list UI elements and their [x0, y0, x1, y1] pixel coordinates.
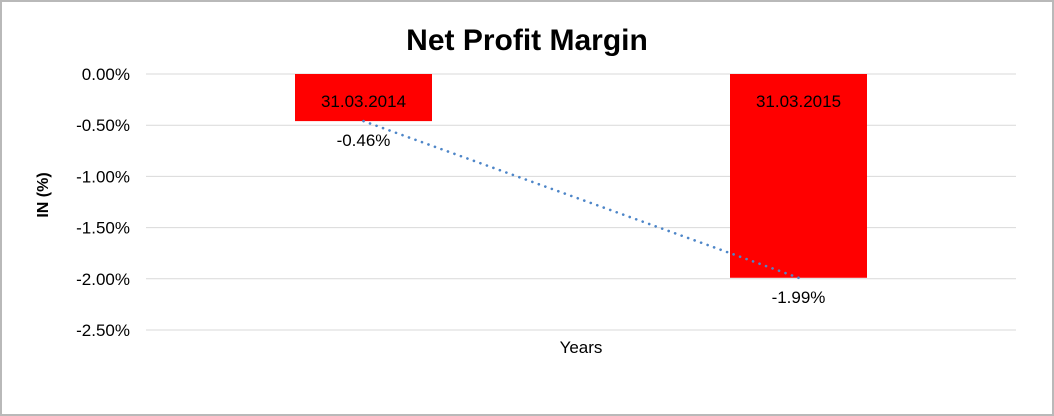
trendline	[362, 119, 800, 280]
y-tick-label: -2.50%	[76, 321, 130, 340]
data-label: -0.46%	[337, 131, 391, 150]
x-axis-title: Years	[559, 338, 603, 357]
data-label: -1.99%	[772, 288, 826, 307]
y-tick-label: -1.50%	[76, 219, 130, 238]
y-tick-label: -2.00%	[76, 270, 130, 289]
bar-31.03.2014	[295, 74, 432, 122]
category-label: 31.03.2015	[756, 92, 841, 111]
category-label: 31.03.2014	[321, 92, 406, 111]
chart-title: Net Profit Margin	[406, 24, 648, 57]
y-tick-label: -0.50%	[76, 116, 130, 135]
y-tick-label: -1.00%	[76, 167, 130, 186]
bar-31.03.2015	[730, 74, 867, 278]
y-tick-label: 0.00%	[82, 65, 130, 84]
